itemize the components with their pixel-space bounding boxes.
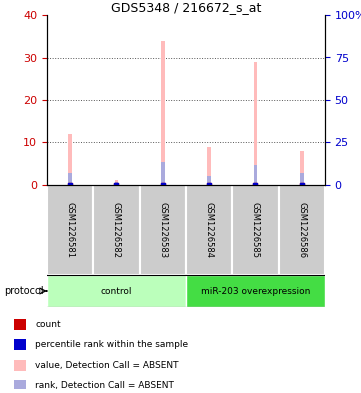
Text: GSM1226583: GSM1226583 xyxy=(158,202,167,258)
Text: value, Detection Call = ABSENT: value, Detection Call = ABSENT xyxy=(35,361,179,370)
Text: count: count xyxy=(35,320,61,329)
Bar xyxy=(253,165,257,185)
Bar xyxy=(207,176,211,185)
Text: GSM1226585: GSM1226585 xyxy=(251,202,260,258)
Text: GSM1226584: GSM1226584 xyxy=(205,202,214,258)
Text: miR-203 overexpression: miR-203 overexpression xyxy=(201,286,310,296)
Bar xyxy=(114,182,118,185)
Text: GSM1226582: GSM1226582 xyxy=(112,202,121,258)
Text: rank, Detection Call = ABSENT: rank, Detection Call = ABSENT xyxy=(35,382,174,390)
Bar xyxy=(68,134,72,185)
Bar xyxy=(68,173,72,185)
Bar xyxy=(161,162,165,185)
Bar xyxy=(300,173,304,185)
Bar xyxy=(161,40,165,185)
Bar xyxy=(47,275,186,307)
Text: percentile rank within the sample: percentile rank within the sample xyxy=(35,340,188,349)
Bar xyxy=(14,360,26,371)
Bar xyxy=(14,319,26,330)
Bar xyxy=(47,185,93,275)
Bar xyxy=(140,185,186,275)
Bar xyxy=(279,185,325,275)
Text: GSM1226581: GSM1226581 xyxy=(66,202,75,258)
Bar xyxy=(186,275,325,307)
Bar xyxy=(114,180,118,185)
Title: GDS5348 / 216672_s_at: GDS5348 / 216672_s_at xyxy=(111,1,261,14)
Text: control: control xyxy=(101,286,132,296)
Bar xyxy=(253,62,257,185)
Bar xyxy=(207,147,211,185)
Bar xyxy=(232,185,279,275)
Text: GSM1226586: GSM1226586 xyxy=(297,202,306,258)
Bar xyxy=(186,185,232,275)
Bar xyxy=(93,185,140,275)
Text: protocol: protocol xyxy=(5,286,44,296)
Bar xyxy=(14,380,26,391)
Bar xyxy=(14,339,26,351)
Bar xyxy=(300,151,304,185)
